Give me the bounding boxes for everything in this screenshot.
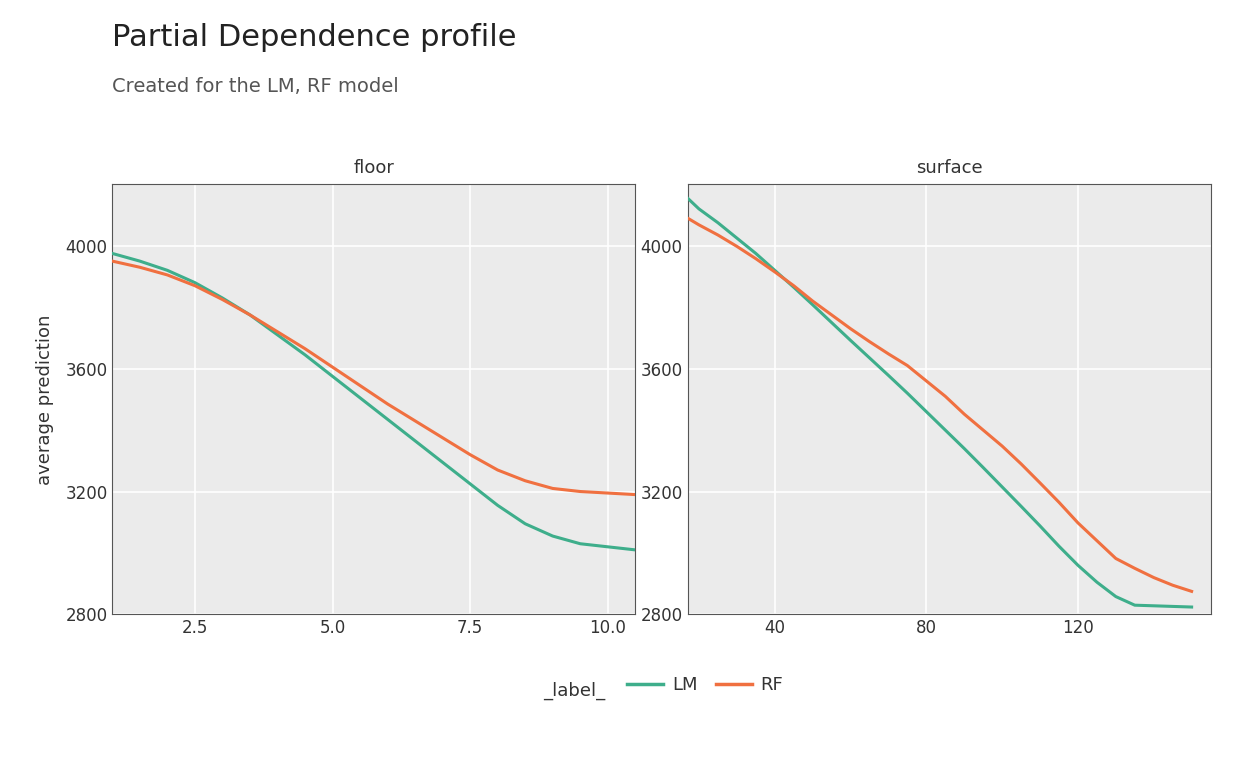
Y-axis label: average prediction: average prediction [36, 314, 54, 485]
Text: Partial Dependence profile: Partial Dependence profile [112, 23, 517, 52]
Legend: LM, RF: LM, RF [619, 669, 791, 701]
Text: Created for the LM, RF model: Created for the LM, RF model [112, 77, 399, 96]
Text: _label_: _label_ [543, 682, 605, 700]
Title: surface: surface [916, 159, 982, 177]
Title: floor: floor [353, 159, 394, 177]
